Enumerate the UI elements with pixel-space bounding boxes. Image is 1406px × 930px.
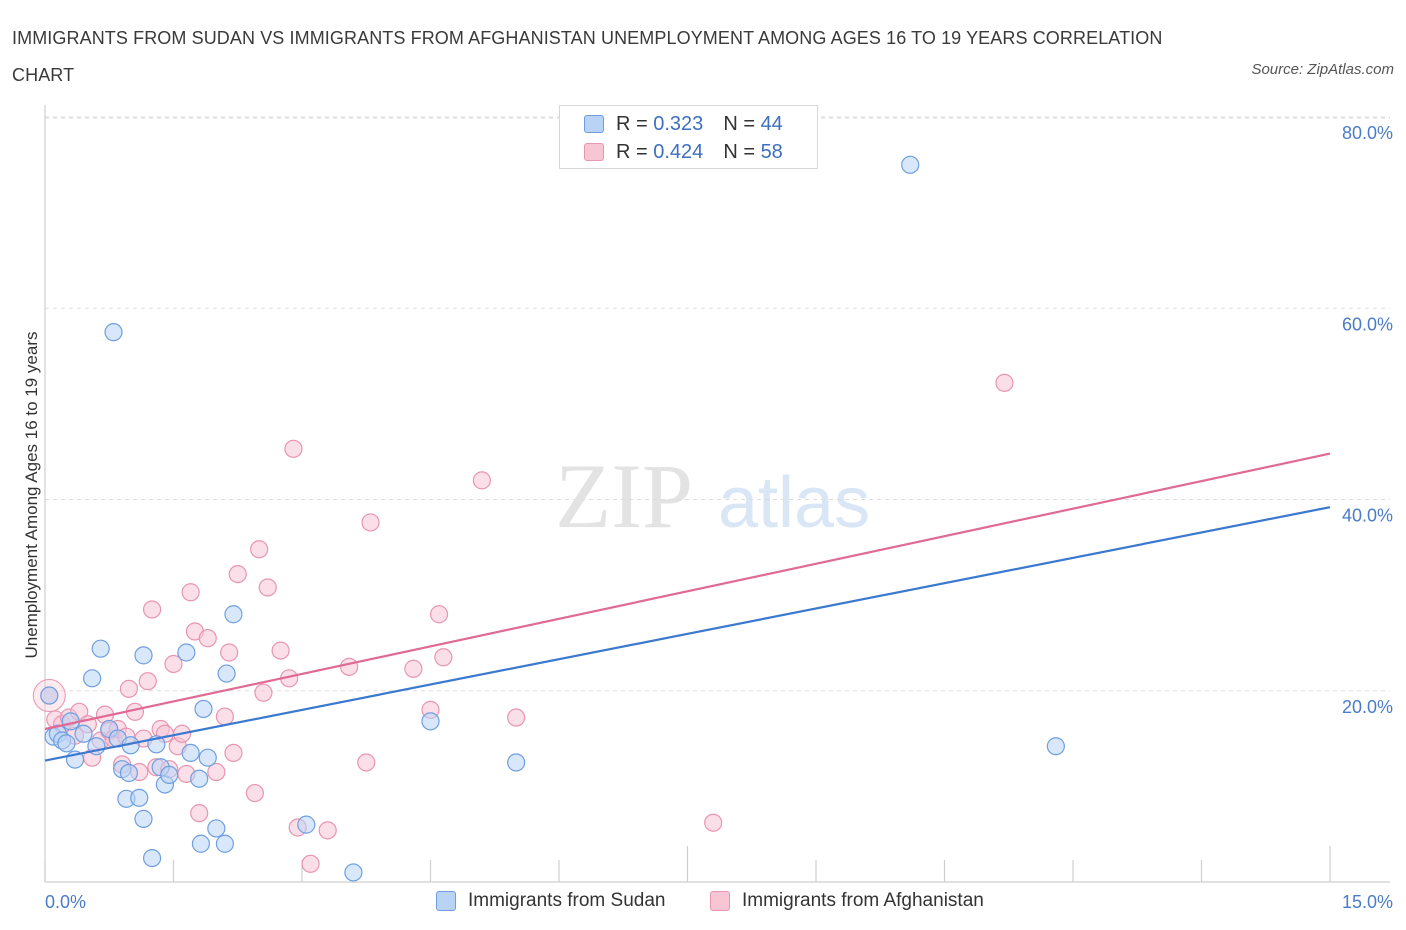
bottom-afghanistan-swatch [710, 891, 730, 911]
afghanistan-point [271, 641, 290, 660]
bottom-sudan-label: Immigrants from Sudan [468, 890, 666, 911]
sudan-point [297, 815, 316, 834]
grid-lines [45, 116, 1390, 692]
sudan-point [57, 734, 76, 753]
afghanistan-point [429, 605, 449, 624]
afghanistan-r-label: R = [616, 140, 648, 163]
afghanistan-point [704, 813, 723, 832]
sudan-n-value: 44 [760, 112, 783, 135]
afghanistan-point [220, 643, 239, 662]
afghanistan-point [301, 854, 320, 873]
afghanistan-r-value: 0.424 [653, 140, 704, 163]
bottom-sudan-swatch [436, 891, 456, 911]
sudan-point [104, 323, 123, 342]
afghanistan-point [190, 804, 209, 823]
afghanistan-point [361, 513, 380, 532]
sudan-point [901, 155, 920, 174]
sudan-point [215, 834, 234, 853]
afghanistan-point [254, 683, 273, 702]
afghanistan-point [507, 708, 526, 727]
sudan-point [40, 686, 59, 705]
legend-row-sudan: R = 0.323 N = 44 [584, 111, 783, 137]
bottom-afghanistan-label: Immigrants from Afghanistan [742, 890, 984, 911]
stats-legend: R = 0.323 N = 44 R = 0.424 N = 58 [559, 105, 818, 169]
sudan-point [217, 664, 236, 683]
afghanistan-point [434, 648, 453, 667]
afghanistan-point [198, 629, 217, 648]
watermark: ZIP atlas [555, 445, 870, 547]
afghanistan-point [142, 600, 162, 619]
sudan-point [177, 643, 196, 662]
sudan-n-label: N = [723, 112, 755, 135]
sudan-point [74, 724, 93, 743]
sudan-point [134, 809, 153, 828]
y-tick-label: 40.0% [1342, 506, 1393, 526]
sudan-point [134, 646, 153, 665]
afghanistan-point [164, 654, 183, 674]
sudan-swatch [584, 115, 604, 133]
sudan-point [181, 743, 200, 763]
sudan-point [191, 834, 211, 853]
afghanistan-n-label: N = [723, 140, 755, 163]
sudan-point [190, 769, 209, 788]
afghanistan-point [357, 753, 376, 772]
bottom-legend-sudan: Immigrants from Sudan [436, 890, 665, 912]
sudan-point [91, 639, 110, 658]
sudan-point [83, 669, 102, 688]
afghanistan-point [340, 657, 359, 676]
y-tick-label: 60.0% [1342, 314, 1393, 334]
sudan-point [1046, 737, 1065, 756]
x-tick-label-max: 15.0% [1342, 892, 1393, 912]
x-tick-label-min: 0.0% [45, 892, 86, 912]
sudan-point [160, 765, 179, 785]
afghanistan-point [207, 762, 226, 782]
trend-lines [44, 452, 1331, 762]
watermark-atlas: atlas [718, 463, 870, 543]
afghanistan-point [228, 564, 247, 584]
sudan-point [207, 819, 226, 838]
afghanistan-swatch [584, 143, 604, 161]
sudan-point [119, 763, 139, 783]
sudan-r-value: 0.323 [653, 112, 704, 135]
sudan-point [507, 753, 526, 772]
afghanistan-point [318, 821, 337, 840]
afghanistan-point [138, 672, 157, 691]
tick-labels: 20.0% 40.0% 60.0% 80.0% 0.0% 15.0% [45, 123, 1393, 912]
afghanistan-point [250, 540, 269, 559]
sudan-point [344, 863, 363, 882]
watermark-zip: ZIP [555, 445, 693, 547]
bottom-legend-afghanistan: Immigrants from Afghanistan [710, 890, 984, 912]
afghanistan-point [404, 659, 423, 678]
sudan-trend-line [44, 506, 1331, 762]
afghanistan-point [258, 578, 277, 597]
afghanistan-point [284, 439, 303, 458]
afghanistan-points [32, 373, 1014, 873]
axes [44, 105, 1390, 883]
legend-row-afghanistan: R = 0.424 N = 58 [584, 139, 783, 165]
afghanistan-point [472, 471, 491, 490]
chart-title: IMMIGRANTS FROM SUDAN VS IMMIGRANTS FROM… [12, 28, 1163, 85]
sudan-points [40, 155, 1065, 882]
y-tick-label: 80.0% [1342, 123, 1393, 143]
sudan-point [130, 788, 149, 807]
source-label: Source: ZipAtlas.com [1251, 61, 1394, 78]
sudan-r-label: R = [616, 112, 648, 135]
afghanistan-point [119, 679, 139, 698]
afghanistan-point [215, 707, 234, 726]
afghanistan-point [181, 583, 200, 602]
afghanistan-point [224, 743, 243, 763]
afghanistan-point [995, 373, 1014, 392]
afghanistan-trend-line [44, 452, 1331, 731]
sudan-point [198, 748, 217, 767]
sudan-point [194, 699, 213, 719]
sudan-point [224, 605, 243, 624]
y-tick-label: 20.0% [1342, 697, 1393, 717]
sudan-point [142, 848, 162, 868]
y-axis-label: Unemployment Among Ages 16 to 19 years [22, 332, 41, 659]
afghanistan-n-value: 58 [760, 140, 783, 163]
afghanistan-point [245, 783, 264, 803]
sudan-point [421, 712, 440, 731]
